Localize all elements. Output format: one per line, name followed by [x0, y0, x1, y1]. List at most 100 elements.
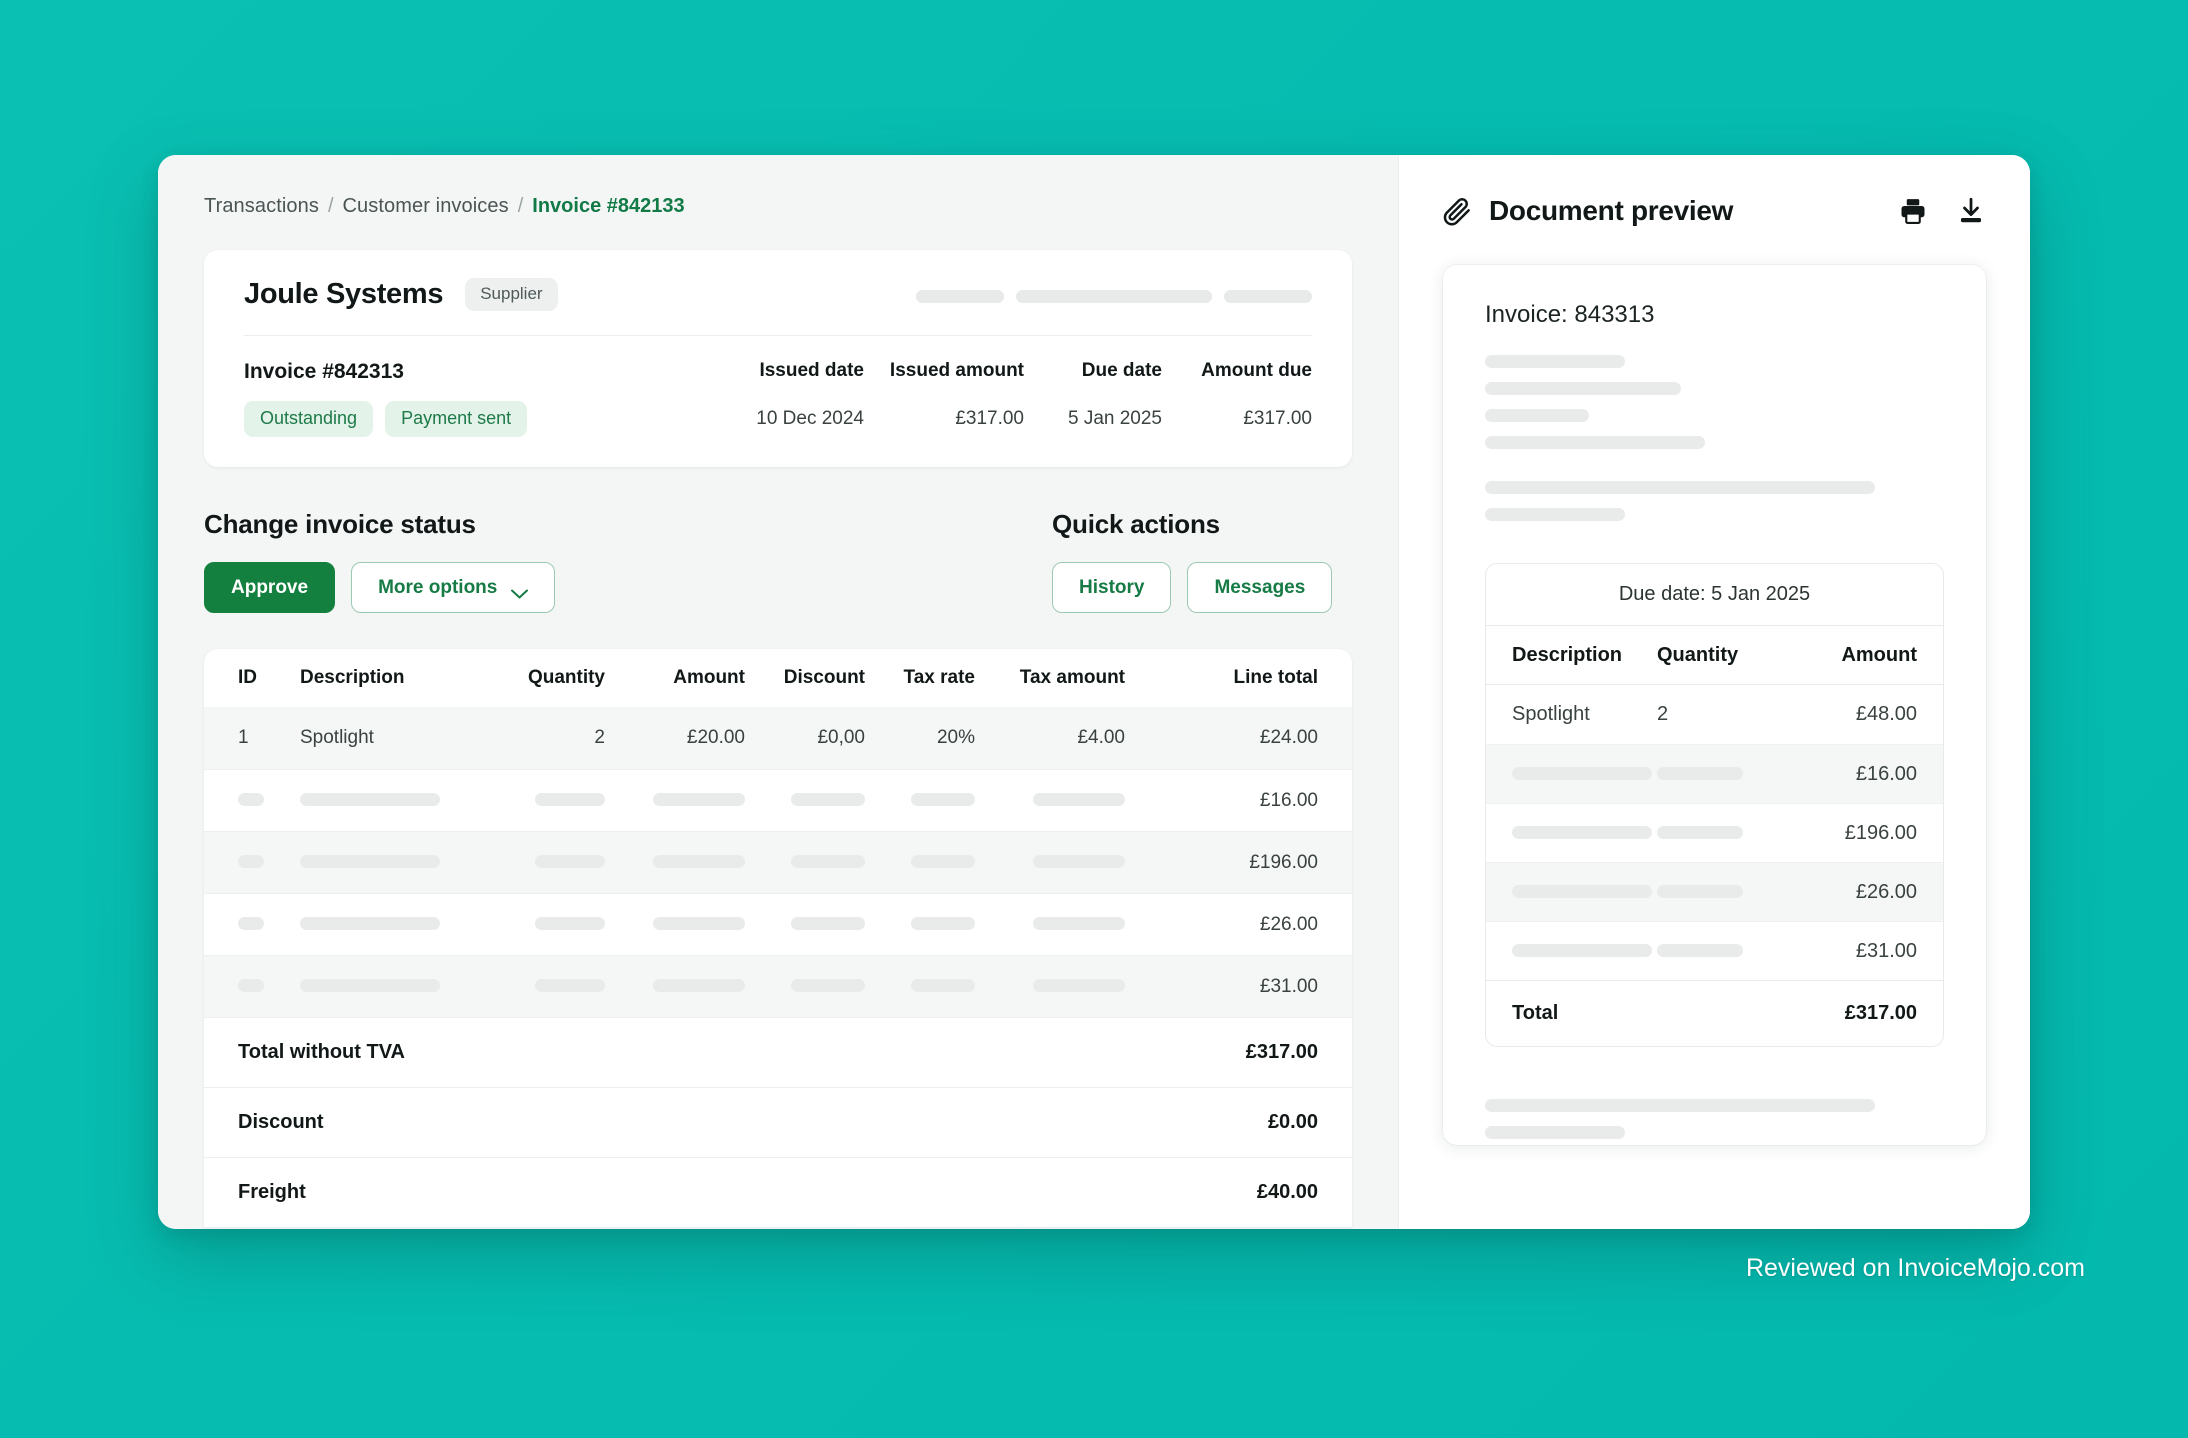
breadcrumb-separator: / — [327, 195, 334, 217]
preview-column-header-description: Description — [1512, 643, 1623, 666]
skeleton-bar — [791, 978, 865, 992]
quick-actions-section: Quick actions History Messages — [1052, 509, 1352, 613]
table-row[interactable]: £26.00 — [204, 893, 1352, 955]
skeleton-bar — [1033, 916, 1125, 930]
summary-card-header: Joule Systems Supplier — [244, 278, 1312, 336]
preview-table-row: £26.00 — [1486, 862, 1943, 921]
metric-label: Due date — [1081, 360, 1162, 381]
preview-line-items-table: Due date: 5 Jan 2025 Description Quantit… — [1485, 563, 1944, 1047]
column-header-tax-amount: Tax amount — [1019, 667, 1125, 688]
cell-tax-amount: £4.00 — [1077, 727, 1125, 748]
breadcrumb-item-transactions[interactable]: Transactions — [204, 195, 319, 217]
table-row[interactable]: £196.00 — [204, 831, 1352, 893]
preview-total-value: £317.00 — [1844, 1002, 1917, 1024]
preview-cell-quantity-placeholder — [1657, 881, 1797, 904]
change-status-section: Change invoice status Approve More optio… — [204, 509, 1052, 613]
breadcrumb: Transactions / Customer invoices / Invoi… — [204, 195, 1352, 218]
preview-column-header-amount: Amount — [1841, 643, 1917, 666]
preview-toolbar — [1898, 196, 1986, 226]
invoice-detail-window: Transactions / Customer invoices / Invoi… — [158, 155, 2030, 1229]
metric-value: £317.00 — [955, 408, 1024, 429]
cell-description-placeholder — [300, 852, 490, 874]
column-header-id: ID — [238, 667, 257, 688]
column-header-quantity: Quantity — [527, 667, 605, 688]
cell-id-placeholder — [238, 852, 300, 874]
breadcrumb-current-invoice: Invoice #842133 — [532, 195, 685, 217]
skeleton-bar — [1657, 943, 1743, 957]
skeleton-bar — [300, 854, 440, 868]
cell-discount-placeholder — [745, 914, 865, 936]
skeleton-bar — [535, 792, 605, 806]
company-name: Joule Systems — [244, 278, 444, 310]
supplier-badge: Supplier — [465, 278, 558, 311]
column-header-amount: Amount — [673, 667, 745, 688]
metric-due-date: Due date 5 Jan 2025 — [1024, 360, 1162, 437]
more-options-button[interactable]: More options — [351, 562, 556, 613]
cell-tax-rate-placeholder — [865, 790, 975, 812]
skeleton-bar — [238, 854, 264, 868]
preview-header: Document preview — [1443, 195, 1986, 227]
cell-tax-rate-placeholder — [865, 976, 975, 998]
cell-amount-placeholder — [605, 976, 745, 998]
skeleton-bar — [1033, 792, 1125, 806]
metric-issued-date: Issued date 10 Dec 2024 — [694, 360, 864, 437]
approve-button[interactable]: Approve — [204, 562, 336, 613]
skeleton-bar — [535, 854, 605, 868]
skeleton-bar — [300, 916, 440, 930]
cell-description-placeholder — [300, 790, 490, 812]
preview-cell-quantity-placeholder — [1657, 763, 1797, 786]
skeleton-bar — [1033, 978, 1125, 992]
preview-cell-description: Spotlight — [1512, 703, 1590, 725]
cell-tax-amount-placeholder — [975, 914, 1125, 936]
print-icon[interactable] — [1898, 196, 1928, 226]
skeleton-bar — [1016, 290, 1212, 303]
invoice-summary-card: Joule Systems Supplier Invoice #842313 O… — [204, 250, 1352, 467]
skeleton-bar — [1485, 481, 1875, 494]
preview-title: Document preview — [1489, 195, 1734, 226]
table-row[interactable]: 1 Spotlight 2 £20.00 £0,00 20% £4.00 £24… — [204, 707, 1352, 769]
download-icon[interactable] — [1956, 196, 1986, 226]
cell-tax-amount-placeholder — [975, 852, 1125, 874]
messages-button[interactable]: Messages — [1187, 562, 1333, 613]
cell-tax-rate: 20% — [936, 727, 975, 748]
preview-table-row: £16.00 — [1486, 744, 1943, 803]
summary-metrics: Issued date 10 Dec 2024 Issued amount £3… — [694, 360, 1312, 437]
column-header-tax-rate: Tax rate — [903, 667, 975, 688]
cell-id-placeholder — [238, 790, 300, 812]
table-row[interactable]: £31.00 — [204, 955, 1352, 1017]
total-value: £0.00 — [1267, 1111, 1318, 1133]
cell-id-placeholder — [238, 914, 300, 936]
main-pane: Transactions / Customer invoices / Invoi… — [158, 155, 1398, 1229]
total-row-discount: Discount £0.00 — [204, 1087, 1352, 1157]
cell-description-placeholder — [300, 976, 490, 998]
skeleton-bar — [1512, 884, 1652, 898]
preview-document-footer — [1485, 1099, 1944, 1139]
metric-issued-amount: Issued amount £317.00 — [864, 360, 1024, 437]
metric-label: Issued date — [759, 360, 864, 381]
line-items-table: ID Description Quantity Amount Discount … — [204, 649, 1352, 1227]
column-header-line-total: Line total — [1233, 667, 1318, 688]
skeleton-bar — [791, 792, 865, 806]
skeleton-bar — [238, 792, 264, 806]
quick-actions-title: Quick actions — [1052, 509, 1220, 539]
table-row[interactable]: £16.00 — [204, 769, 1352, 831]
preview-cell-description-placeholder — [1512, 822, 1657, 845]
cell-line-total: £24.00 — [1259, 727, 1318, 748]
table-header-row: ID Description Quantity Amount Discount … — [204, 649, 1352, 707]
preview-cell-quantity-placeholder — [1657, 822, 1797, 845]
cell-quantity: 2 — [594, 727, 605, 748]
chevron-down-icon — [511, 583, 529, 598]
summary-invoice-block: Invoice #842313 Outstanding Payment sent — [244, 360, 694, 437]
preview-cell-quantity: 2 — [1657, 703, 1669, 725]
cell-id: 1 — [238, 727, 249, 748]
watermark-text: Reviewed on InvoiceMojo.com — [1745, 1254, 2085, 1282]
breadcrumb-item-customer-invoices[interactable]: Customer invoices — [342, 195, 509, 217]
total-label: Freight — [238, 1181, 306, 1203]
cell-line-total: £196.00 — [1249, 851, 1318, 873]
skeleton-bar — [916, 290, 1004, 303]
history-button[interactable]: History — [1052, 562, 1172, 613]
skeleton-bar — [1485, 436, 1705, 449]
skeleton-bar — [1485, 355, 1625, 368]
preview-cell-description-placeholder — [1512, 763, 1657, 786]
preview-cell-amount: £31.00 — [1855, 939, 1917, 962]
